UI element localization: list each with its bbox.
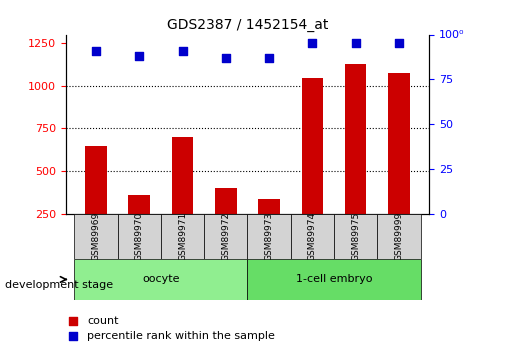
Bar: [128, 195, 150, 257]
Point: [135, 53, 143, 59]
Bar: [85, 146, 107, 257]
Point: [265, 55, 273, 61]
Bar: [215, 188, 237, 257]
Point: [92, 48, 100, 53]
Bar: [172, 137, 193, 257]
FancyBboxPatch shape: [291, 214, 334, 259]
Text: GSM89969: GSM89969: [91, 212, 100, 261]
FancyBboxPatch shape: [74, 214, 118, 259]
FancyBboxPatch shape: [334, 214, 377, 259]
Text: GSM89971: GSM89971: [178, 212, 187, 261]
Bar: [301, 78, 323, 257]
Text: percentile rank within the sample: percentile rank within the sample: [87, 332, 275, 341]
Point: [310, 134, 318, 139]
Text: GSM89999: GSM89999: [394, 212, 403, 261]
Point: [310, 275, 318, 280]
FancyBboxPatch shape: [204, 214, 247, 259]
Text: GSM89975: GSM89975: [351, 212, 360, 261]
FancyBboxPatch shape: [118, 214, 161, 259]
Text: GSM89970: GSM89970: [135, 212, 144, 261]
Text: oocyte: oocyte: [142, 275, 180, 284]
Title: GDS2387 / 1452154_at: GDS2387 / 1452154_at: [167, 18, 328, 32]
Point: [178, 48, 186, 53]
Point: [222, 55, 230, 61]
Text: development stage: development stage: [5, 280, 113, 289]
Point: [309, 41, 317, 46]
FancyBboxPatch shape: [247, 214, 291, 259]
Point: [351, 41, 360, 46]
Bar: [388, 73, 410, 257]
Point: [395, 41, 403, 46]
Text: GSM89973: GSM89973: [265, 212, 274, 261]
Text: 1-cell embryo: 1-cell embryo: [296, 275, 372, 284]
Text: GSM89974: GSM89974: [308, 212, 317, 261]
FancyBboxPatch shape: [74, 259, 247, 300]
Text: count: count: [87, 316, 119, 326]
Bar: [258, 198, 280, 257]
Bar: [345, 63, 367, 257]
FancyBboxPatch shape: [377, 214, 421, 259]
Text: GSM89972: GSM89972: [221, 212, 230, 261]
FancyBboxPatch shape: [161, 214, 204, 259]
FancyBboxPatch shape: [247, 259, 421, 300]
